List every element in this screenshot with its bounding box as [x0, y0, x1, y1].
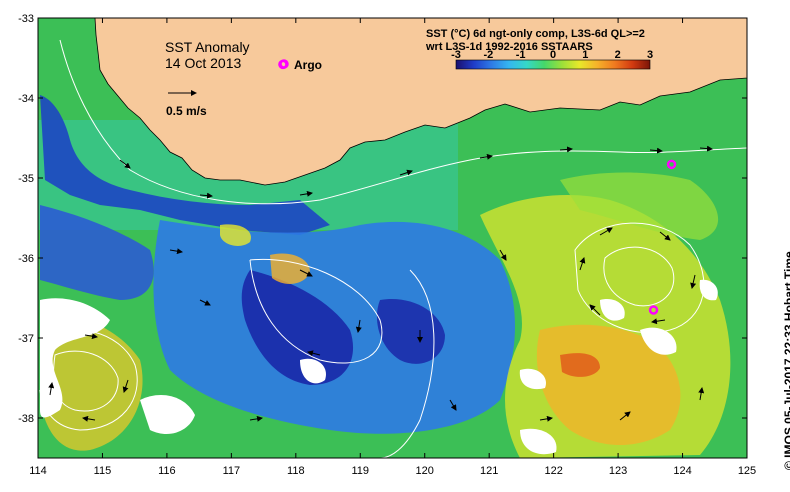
velocity-vector: [119, 159, 131, 169]
colorbar-tick-label: 2: [615, 49, 621, 61]
x-tick-label: 123: [609, 465, 627, 477]
velocity-vector: [122, 379, 129, 393]
argo-legend-icon: [279, 59, 289, 69]
anomaly-warm-sw-eddy: [40, 317, 143, 451]
x-tick-label: 124: [673, 465, 691, 477]
colorbar-tick-label: 1: [582, 49, 588, 61]
colorbar-tick-label: -1: [516, 49, 526, 61]
cloud-patch-east-1: [600, 299, 625, 321]
contour-central-south: [379, 269, 435, 458]
velocity-vector: [499, 249, 507, 261]
x-tick-label: 121: [480, 465, 498, 477]
velocity-vector: [199, 299, 211, 306]
map-plot-area: [38, 18, 747, 458]
argo-float-marker: [648, 305, 659, 315]
scale-arrow-label: 0.5 m/s: [166, 104, 207, 118]
velocity-vector: [399, 169, 413, 176]
cloud-patch-east-3: [519, 368, 546, 390]
velocity-vector: [539, 415, 553, 422]
anomaly-hot-patch: [560, 353, 600, 377]
velocity-vectors: [48, 145, 713, 422]
velocity-vector: [48, 382, 55, 396]
cloud-patch-s: [140, 395, 195, 435]
velocity-vector: [449, 399, 457, 411]
x-tick-label: 115: [94, 465, 112, 477]
velocity-vector: [559, 146, 573, 153]
anomaly-cold-coastal-band: [40, 95, 330, 235]
x-tick-label: 120: [416, 465, 434, 477]
cloud-patch-south: [520, 428, 557, 455]
x-tick-label: 122: [544, 465, 562, 477]
velocity-vector: [169, 248, 183, 255]
anomaly-warm-pocket: [270, 253, 310, 284]
y-tick-label: -37: [18, 333, 34, 345]
argo-legend-label: Argo: [294, 58, 322, 72]
velocity-vector: [355, 319, 362, 333]
contour-coastal-current: [59, 39, 747, 205]
colorbar-tick-label: 0: [550, 49, 556, 61]
velocity-vector: [599, 227, 613, 236]
velocity-vector: [249, 415, 263, 422]
plot-frame: [37, 17, 748, 459]
contour-east-eddy-outer: [574, 222, 705, 334]
velocity-vector: [659, 231, 671, 241]
contour-central-loop: [249, 258, 383, 364]
colorbar-ramp: [455, 59, 651, 70]
velocity-vector: [699, 145, 713, 152]
anomaly-warm-pocket-2: [220, 224, 251, 246]
product-line-1: SST (°C) 6d ngt-only comp, L3S-6d QL>=2: [426, 28, 645, 40]
ssh-contours: [39, 39, 747, 458]
velocity-vector: [299, 269, 313, 277]
x-tick-label: 114: [29, 465, 47, 477]
cloud-mask: [40, 279, 718, 455]
y-tick-label: -34: [18, 93, 34, 105]
contour-sw-eddy-outer: [39, 329, 138, 431]
contour-sw-eddy-inner: [53, 350, 119, 412]
velocity-vector: [619, 411, 631, 421]
colorbar-tick-label: -3: [451, 49, 461, 61]
x-tick-label: 117: [223, 465, 241, 477]
cloud-patch-central: [300, 358, 326, 384]
colorbar: -3 -2 -1 0 1 2 3: [451, 49, 653, 70]
x-tick-label: 118: [287, 465, 305, 477]
y-tick-label: -35: [18, 173, 34, 185]
velocity-vector: [698, 387, 705, 401]
y-tick-label: -38: [18, 413, 34, 425]
map-title: SST Anomaly: [165, 39, 250, 55]
contour-east-eddy-inner: [603, 246, 675, 307]
colorbar-tick-label: -2: [483, 49, 493, 61]
x-tick-label: 116: [158, 465, 176, 477]
credit-line: © IMOS 05-Jul-2017 22:33 Hobart Time: [782, 251, 790, 470]
velocity-vector: [649, 147, 663, 154]
velocity-vector: [589, 304, 601, 316]
y-tick-label: -36: [18, 253, 34, 265]
velocity-vector: [690, 274, 697, 289]
colorbar-tick-label: 3: [647, 49, 653, 61]
argo-float-marker: [666, 159, 677, 170]
anomaly-warm-north: [560, 172, 719, 240]
anomaly-cold-west: [40, 205, 154, 300]
y-tick-label: -33: [18, 13, 34, 25]
anomaly-cold-core: [241, 270, 354, 385]
velocity-vector: [479, 153, 493, 160]
x-tick-label: 125: [738, 465, 756, 477]
x-axis: 114 115 116 117 118 119 120 121 122 123 124 125: [29, 18, 756, 477]
velocity-vector: [82, 415, 96, 422]
x-tick-label: 119: [351, 465, 369, 477]
velocity-vector: [579, 257, 586, 271]
cloud-patch-east-2: [640, 327, 677, 355]
velocity-vector: [199, 192, 213, 199]
velocity-vector: [299, 190, 313, 197]
y-axis: -33-34-35-36-37-38: [18, 13, 747, 425]
velocity-vector: [307, 350, 321, 357]
velocity-vector: [651, 318, 666, 325]
product-line-2: wrt L3S-1d 1992-2016 SSTAARS: [425, 41, 593, 53]
anomaly-cold-core-2: [376, 299, 445, 364]
cloud-patch-sw: [40, 298, 110, 418]
map-date: 14 Oct 2013: [165, 55, 241, 71]
velocity-vector: [84, 333, 98, 340]
